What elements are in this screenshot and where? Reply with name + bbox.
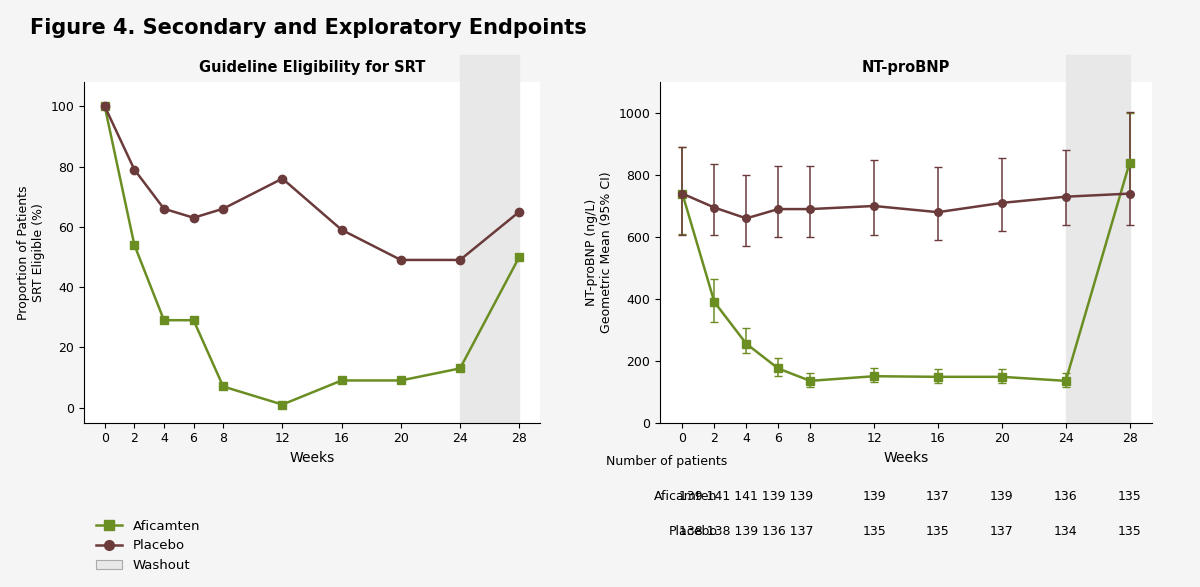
Y-axis label: NT-proBNP (ng/L)
Geometric Mean (95% CI): NT-proBNP (ng/L) Geometric Mean (95% CI) <box>584 171 613 333</box>
Bar <box>1066 55 1129 423</box>
X-axis label: Weeks: Weeks <box>883 451 929 465</box>
Text: 139: 139 <box>863 490 886 503</box>
Text: 135: 135 <box>1117 525 1141 538</box>
X-axis label: Weeks: Weeks <box>289 451 335 465</box>
Text: 137: 137 <box>990 525 1014 538</box>
Title: NT-proBNP: NT-proBNP <box>862 60 950 76</box>
Text: 139: 139 <box>990 490 1014 503</box>
Text: 134: 134 <box>1054 525 1078 538</box>
Y-axis label: Proportion of Patients
SRT Eligible (%): Proportion of Patients SRT Eligible (%) <box>17 185 44 320</box>
Text: 135: 135 <box>926 525 950 538</box>
Text: 139 141 141 139 139: 139 141 141 139 139 <box>679 490 814 503</box>
Title: Guideline Eligibility for SRT: Guideline Eligibility for SRT <box>199 60 425 76</box>
Text: 137: 137 <box>926 490 950 503</box>
Legend: Aficamten, Placebo, Washout: Aficamten, Placebo, Washout <box>90 514 205 577</box>
Text: 136: 136 <box>1054 490 1078 503</box>
Text: 135: 135 <box>1117 490 1141 503</box>
Text: Figure 4. Secondary and Exploratory Endpoints: Figure 4. Secondary and Exploratory Endp… <box>30 18 587 38</box>
Bar <box>460 55 520 423</box>
Text: Placebo: Placebo <box>668 525 718 538</box>
Text: Number of patients: Number of patients <box>606 455 727 468</box>
Text: 135: 135 <box>862 525 886 538</box>
Text: Aficamten: Aficamten <box>654 490 718 503</box>
Text: 138 138 139 136 137: 138 138 139 136 137 <box>679 525 814 538</box>
